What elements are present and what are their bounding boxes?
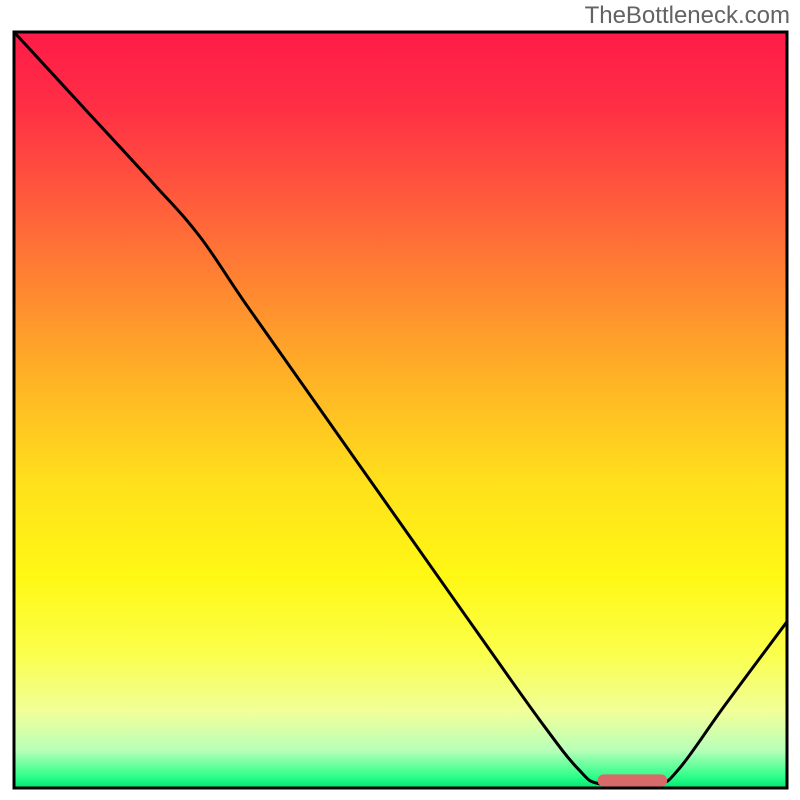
bottleneck-chart [0,0,800,800]
optimal-range-marker [598,774,668,786]
chart-container: TheBottleneck.com [0,0,800,800]
chart-background [14,32,787,788]
